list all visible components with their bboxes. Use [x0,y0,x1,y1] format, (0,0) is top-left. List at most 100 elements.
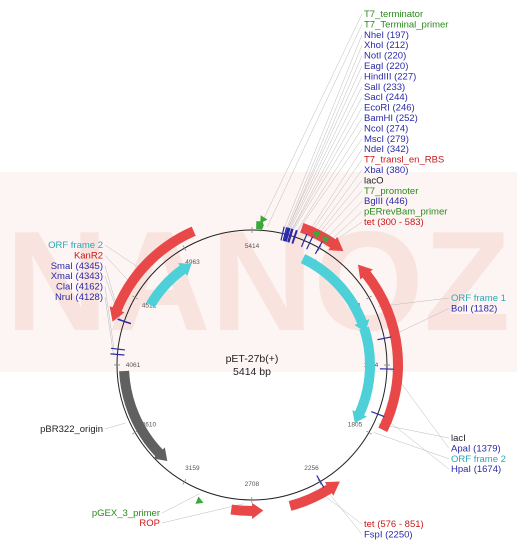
tick-label: 4061 [126,362,141,369]
pbr322-origin-label: pBR322_origin [40,424,103,435]
xmai-4343-site [117,318,132,325]
eagi-220-site [283,227,289,242]
saci-244-label: SacI (244) [364,92,408,103]
leader-line [259,13,363,227]
orf-frame-2-label: ORF frame 2 [451,454,506,465]
tick-label: 5414 [245,243,260,250]
leader-line [286,65,363,231]
nrui-4128-site [110,353,125,356]
tick-label: 1805 [348,422,363,429]
leader-line [307,159,363,238]
ndei-342-label: NdeI (342) [364,144,409,155]
tick-mark [182,479,187,485]
fspi-2250-site [316,475,325,488]
tick-label: 2708 [245,481,260,488]
ecori-246-label: EcoRI (246) [364,103,415,114]
hpai-1674-label: HpaI (1674) [451,464,501,475]
orf-frame-2-arc [352,326,375,423]
perrevbam-primer-arrow [321,236,330,244]
xhoi-212-site [282,227,288,242]
orf-frame-1-arc [300,254,370,333]
tick-mark [366,430,372,435]
nhei-197-site [280,226,285,241]
tet-300-583-label: tet (300 - 583) [364,217,424,228]
leader-line [287,76,363,231]
leader-line [290,97,363,232]
leader-line [104,296,114,355]
hindiii-227-site [284,227,290,242]
sali-233-site [285,227,291,242]
leader-line [267,24,363,227]
t7-transl-en-rbs-label: T7_transl_en_RBS [364,155,444,166]
orf-frame-1-label: ORF frame 1 [451,293,506,304]
leader-line [161,493,200,514]
ncoi-274-label: NcoI (274) [364,123,408,134]
leader-line [285,45,363,231]
nrui-4128-label: NruI (4128) [55,292,103,303]
rop-label: ROP [139,518,160,529]
msci-279-label: MscI (279) [364,134,409,145]
rop-arc [230,502,264,519]
sali-233-label: SalI (233) [364,82,405,93]
t7-terminator-label: T7_terminator [364,9,423,20]
tick-label: 4512 [142,302,157,309]
ncoi-274-site [291,229,297,244]
bglii-446-label: BglII (446) [364,196,408,207]
bamhi-252-site [288,228,294,243]
leader-line [290,107,363,232]
bglii-446-site [314,241,323,255]
tick-label: 3610 [142,421,157,428]
laco-label: lacO [364,175,384,186]
label-leader-lines [104,13,450,535]
orf-frame-2-arc [146,263,192,308]
leader-line [104,286,115,349]
t7-terminal-primer-label: T7_Terminal_primer [364,19,448,30]
noti-220-label: NotI (220) [364,51,406,62]
plasmid-size: 5414 bp [233,366,271,378]
leader-line [286,55,363,231]
tick-label: 4963 [185,259,200,266]
leader-line [161,503,244,524]
eagi-220-label: EagI (220) [364,61,408,72]
boii-1182-site [377,336,392,341]
smai-4345-label: SmaI (4345) [51,261,103,272]
hindiii-227-label: HindIII (227) [364,71,416,82]
leader-line [283,34,363,230]
ecori-246-site [287,228,293,243]
tick-mark [132,295,138,300]
watermark-band [0,172,517,372]
leader-line [288,86,363,232]
clai-4162-label: ClaI (4162) [56,282,103,293]
leader-line [313,180,363,241]
leader-line [291,117,363,233]
pgex-3-primer-label: pGEX_3_primer [92,508,160,519]
site-marks [110,215,394,504]
msci-279-site [292,230,298,244]
clai-4162-site [110,347,125,351]
pgex-3-primer-arrow [195,496,204,504]
tet-300-583-arc [300,223,344,252]
t7-terminator-arrow [260,215,268,224]
kanr2-arc [109,226,196,322]
tick-mark [366,295,372,300]
tick-mark [182,245,187,251]
feature-arcs [109,218,403,519]
leader-line [373,432,450,460]
apai-1379-label: ApaI (1379) [451,443,501,454]
xbai-380-site [306,236,314,250]
leader-line [311,169,363,240]
xhoi-212-label: XhoI (212) [364,40,408,51]
tet-576-851-label: tet (576 - 851) [364,519,424,530]
leader-line [305,149,363,237]
nhei-197-label: NheI (197) [364,30,409,41]
perrevbam-primer-label: pERrevBam_primer [364,207,447,218]
tick-mark [317,245,322,251]
boii-1182-label: BoII (1182) [451,303,497,314]
tick-label: 2256 [304,465,319,472]
ndei-342-site [300,233,308,248]
hpai-1674-site [371,410,385,418]
leader-line [295,128,363,234]
xmai-4343-label: XmaI (4343) [51,271,103,282]
laci-arc [357,264,403,433]
